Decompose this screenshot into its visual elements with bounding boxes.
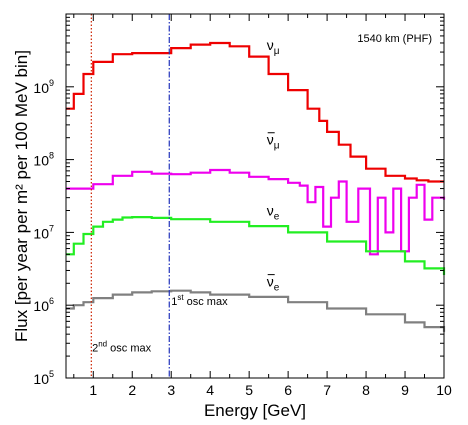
baseline-annotation: 1540 km (PHF) (357, 33, 432, 45)
svg-text:νμ: νμ (267, 37, 280, 57)
series-label-3: νe (267, 203, 280, 223)
y-axis-title: Flux [per year per m² per 100 MeV bin] (12, 50, 31, 342)
y-tick-label: 108 (33, 151, 54, 169)
svg-text:νe: νe (267, 274, 280, 294)
y-tick-label: 107 (33, 223, 54, 241)
y-tick-label: 109 (33, 78, 54, 96)
series-line-3 (66, 216, 446, 275)
x-tick-label: 7 (323, 382, 331, 398)
tick-layer (66, 14, 445, 379)
series-label-4: νe (267, 274, 280, 294)
y-tick-label: 105 (33, 369, 54, 387)
x-tick-label: 4 (206, 382, 214, 398)
series-line-1 (66, 41, 444, 183)
x-tick-label: 1 (89, 382, 97, 398)
oscillation-max-lines (90, 14, 170, 378)
x-tick-label: 9 (401, 382, 409, 398)
svg-text:νe: νe (267, 203, 280, 223)
series-line-4 (66, 289, 446, 332)
plot-frame (65, 13, 445, 379)
series-label-1: νμ (267, 37, 280, 57)
osc-max-label-2: 1st osc max (171, 293, 228, 308)
svg-text:νμ: νμ (267, 132, 280, 152)
x-tick-label: 3 (167, 382, 175, 398)
x-tick-label: 6 (284, 382, 292, 398)
label-layer: 1 2 3 4 5 6 7 8 9 10 105 106 107 108 109 νμ νμ νe νe 2nd os… (33, 37, 452, 398)
series-line-2 (66, 168, 446, 256)
x-axis-title: Energy [GeV] (204, 401, 306, 420)
x-tick-label: 10 (436, 382, 452, 398)
x-tick-label: 8 (362, 382, 370, 398)
series-label-2: νμ (267, 132, 280, 152)
series-layer (66, 41, 446, 332)
osc-max-label-1: 2nd osc max (92, 340, 152, 355)
y-tick-label: 106 (33, 296, 54, 314)
x-tick-label: 5 (245, 382, 253, 398)
x-tick-label: 2 (128, 382, 136, 398)
